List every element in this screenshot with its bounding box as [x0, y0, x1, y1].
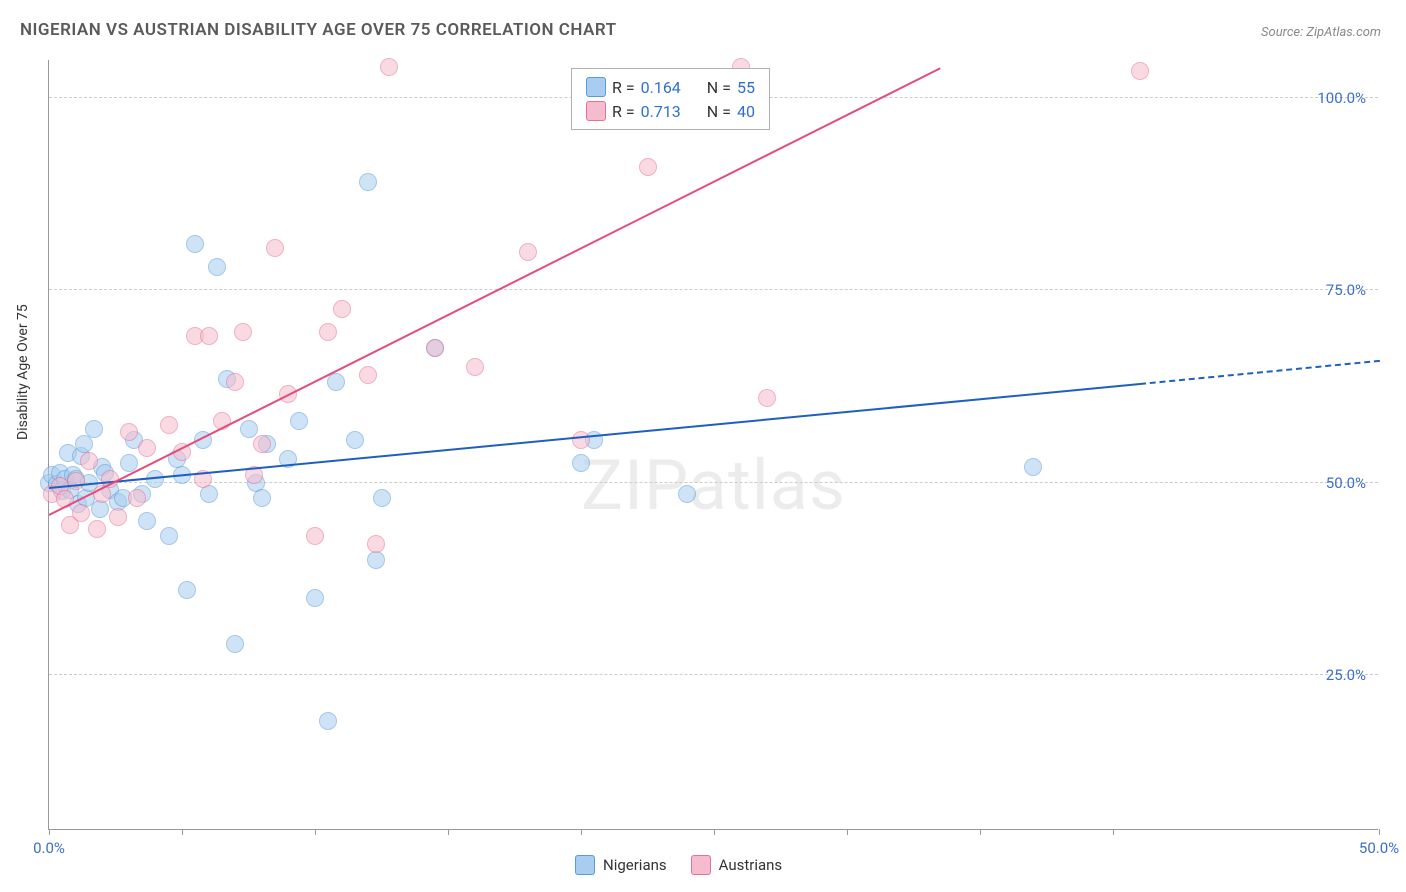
legend-row: R = 0.164 N = 55	[586, 75, 755, 99]
data-point	[373, 489, 391, 507]
data-point	[290, 412, 308, 430]
x-tick	[182, 829, 183, 835]
data-point	[186, 235, 204, 253]
legend-item: Austrians	[691, 855, 783, 875]
data-point	[128, 489, 146, 507]
data-point	[253, 489, 271, 507]
data-point	[80, 452, 98, 470]
r-label: R =	[612, 102, 635, 121]
data-point	[572, 431, 590, 449]
n-value: 40	[737, 102, 755, 121]
y-tick-label: 100.0%	[1317, 89, 1366, 107]
y-tick-label: 25.0%	[1326, 666, 1366, 684]
data-point	[327, 373, 345, 391]
data-point	[109, 508, 127, 526]
data-point	[426, 339, 444, 357]
x-tick	[1379, 829, 1380, 835]
gridline	[49, 674, 1378, 675]
data-point	[466, 358, 484, 376]
y-axis-label: Disability Age Over 75	[15, 304, 31, 440]
legend-item: Nigerians	[575, 855, 667, 875]
r-value: 0.713	[641, 102, 681, 121]
data-point	[226, 635, 244, 653]
data-point	[160, 527, 178, 545]
data-point	[1024, 458, 1042, 476]
x-tick	[448, 829, 449, 835]
data-point	[367, 535, 385, 553]
trend-line	[49, 383, 1140, 489]
x-tick	[315, 829, 316, 835]
data-point	[75, 435, 93, 453]
x-tick-label: 50.0%	[1359, 839, 1399, 857]
data-point	[253, 435, 271, 453]
data-point	[519, 243, 537, 261]
legend-label: Nigerians	[603, 856, 667, 874]
data-point	[380, 58, 398, 76]
data-point	[639, 158, 657, 176]
data-point	[200, 485, 218, 503]
data-point	[138, 512, 156, 530]
x-tick	[581, 829, 582, 835]
data-point	[306, 589, 324, 607]
data-point	[178, 581, 196, 599]
data-point	[240, 420, 258, 438]
data-point	[67, 472, 85, 490]
data-point	[572, 454, 590, 472]
data-point	[1131, 62, 1149, 80]
series-legend: Nigerians Austrians	[575, 855, 782, 875]
x-tick	[49, 829, 50, 835]
data-point	[333, 300, 351, 318]
x-tick	[980, 829, 981, 835]
x-tick	[847, 829, 848, 835]
r-label: R =	[612, 78, 635, 97]
x-tick	[1113, 829, 1114, 835]
correlation-legend: R = 0.164 N = 55 R = 0.713 N = 40	[571, 68, 770, 130]
data-point	[85, 420, 103, 438]
data-point	[234, 323, 252, 341]
data-point	[72, 504, 90, 522]
data-point	[120, 423, 138, 441]
legend-swatch	[586, 77, 606, 97]
data-point	[208, 258, 226, 276]
y-tick-label: 75.0%	[1326, 281, 1366, 299]
legend-label: Austrians	[719, 856, 783, 874]
source-credit: Source: ZipAtlas.com	[1261, 25, 1381, 40]
legend-swatch	[586, 101, 606, 121]
data-point	[678, 485, 696, 503]
data-point	[266, 239, 284, 257]
data-point	[319, 712, 337, 730]
n-value: 55	[737, 78, 755, 97]
legend-swatch	[575, 855, 595, 875]
r-value: 0.164	[641, 78, 681, 97]
data-point	[88, 520, 106, 538]
data-point	[359, 173, 377, 191]
data-point	[200, 327, 218, 345]
data-point	[359, 366, 377, 384]
watermark: ZIPatlas	[581, 445, 846, 527]
n-label: N =	[707, 78, 731, 97]
legend-row: R = 0.713 N = 40	[586, 99, 755, 123]
gridline	[49, 289, 1378, 290]
x-tick	[714, 829, 715, 835]
n-label: N =	[707, 102, 731, 121]
data-point	[91, 500, 109, 518]
x-tick-label: 0.0%	[33, 839, 65, 857]
data-point	[138, 439, 156, 457]
data-point	[758, 389, 776, 407]
trend-line	[49, 68, 941, 516]
data-point	[367, 551, 385, 569]
y-tick-label: 50.0%	[1326, 474, 1366, 492]
plot-area: ZIPatlas 25.0%50.0%75.0%100.0%0.0%50.0%	[48, 60, 1378, 830]
data-point	[306, 527, 324, 545]
data-point	[226, 373, 244, 391]
trend-line	[1139, 360, 1379, 385]
legend-swatch	[691, 855, 711, 875]
chart-title: NIGERIAN VS AUSTRIAN DISABILITY AGE OVER…	[20, 20, 617, 40]
data-point	[160, 416, 178, 434]
data-point	[346, 431, 364, 449]
data-point	[319, 323, 337, 341]
